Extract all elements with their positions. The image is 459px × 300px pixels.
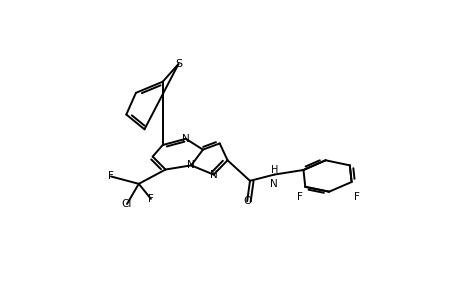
Text: N: N	[270, 179, 278, 189]
Text: Cl: Cl	[122, 199, 132, 209]
Text: O: O	[242, 196, 251, 206]
Text: N: N	[209, 169, 217, 180]
Text: N: N	[187, 160, 195, 170]
Text: H: H	[270, 165, 277, 175]
Text: N: N	[182, 134, 189, 144]
Text: F: F	[353, 191, 359, 202]
Text: F: F	[297, 192, 302, 202]
Text: S: S	[174, 59, 181, 69]
Text: F: F	[148, 194, 153, 204]
Text: F: F	[108, 171, 114, 182]
